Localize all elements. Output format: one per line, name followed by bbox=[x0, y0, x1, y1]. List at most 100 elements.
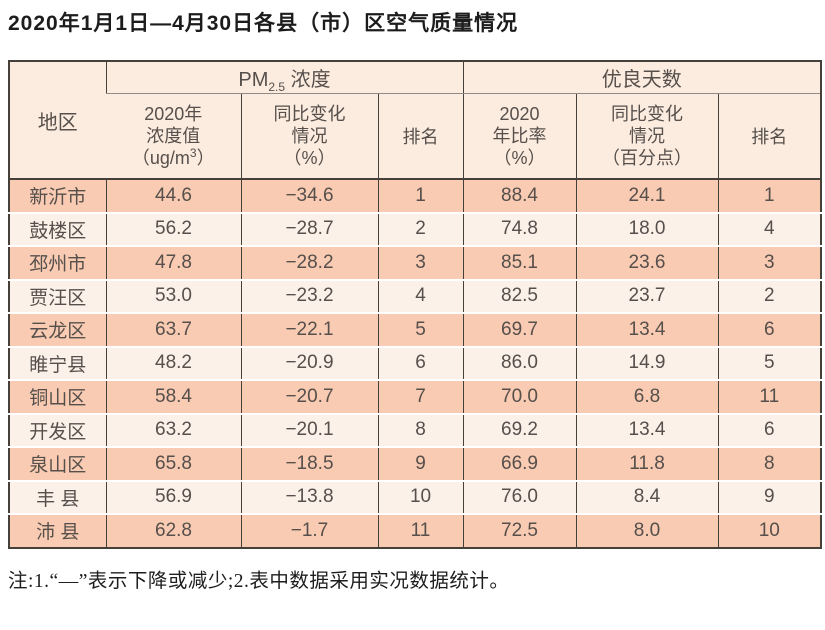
table-row: 开发区 63.2 −20.1 8 69.2 13.4 6 bbox=[9, 412, 822, 447]
cell-pm-value: 56.9 bbox=[105, 479, 241, 514]
cell-pm-value: 62.8 bbox=[105, 513, 241, 548]
cell-gd-ratio: 76.0 bbox=[462, 479, 577, 514]
table-row: 贾汪区 53.0 −23.2 4 82.5 23.7 2 bbox=[9, 278, 822, 313]
cell-region: 丰 县 bbox=[9, 479, 106, 514]
cell-gd-change: 8.4 bbox=[575, 479, 719, 514]
cell-region: 鼓楼区 bbox=[9, 211, 106, 246]
cell-gd-ratio: 86.0 bbox=[462, 345, 577, 380]
cell-gd-ratio: 70.0 bbox=[462, 379, 577, 414]
cell-gd-change: 13.4 bbox=[575, 312, 719, 347]
cell-gd-change: 14.9 bbox=[575, 345, 719, 380]
cell-pm-rank: 8 bbox=[377, 412, 464, 447]
cell-pm-change: −23.2 bbox=[240, 278, 378, 313]
cell-gd-rank: 8 bbox=[717, 446, 822, 481]
cell-pm-change: −28.2 bbox=[240, 245, 378, 280]
header-line: （%） bbox=[493, 147, 546, 168]
cell-pm-rank: 10 bbox=[377, 479, 464, 514]
cell-gd-rank: 2 bbox=[717, 278, 822, 313]
pm25-label-prefix: PM bbox=[238, 68, 269, 91]
cell-pm-value: 44.6 bbox=[105, 179, 241, 213]
table-row: 铜山区 58.4 −20.7 7 70.0 6.8 11 bbox=[9, 379, 822, 414]
cell-pm-change: −20.7 bbox=[240, 379, 378, 414]
cell-pm-rank: 1 bbox=[377, 179, 464, 213]
cell-pm-change: −22.1 bbox=[240, 312, 378, 347]
cell-region: 铜山区 bbox=[9, 379, 106, 414]
cell-gd-rank: 3 bbox=[717, 245, 822, 280]
group-header-row: 地区 PM2.5 浓度 优良天数 bbox=[9, 61, 822, 180]
column-header-pm-change: 同比变化 情况 （%） bbox=[240, 93, 378, 180]
cell-gd-change: 18.0 bbox=[575, 211, 719, 246]
cell-gd-rank: 4 bbox=[717, 211, 822, 246]
unit-suffix: ） bbox=[196, 147, 215, 168]
cell-pm-rank: 3 bbox=[377, 245, 464, 280]
cell-gd-rank: 5 bbox=[717, 345, 822, 380]
cell-pm-change: −20.9 bbox=[240, 345, 378, 380]
unit-superscript: 3 bbox=[189, 145, 197, 160]
header-line: 浓度值 bbox=[146, 125, 201, 146]
cell-pm-value: 58.4 bbox=[105, 379, 241, 414]
cell-gd-rank: 1 bbox=[717, 179, 822, 213]
table-row: 鼓楼区 56.2 −28.7 2 74.8 18.0 4 bbox=[9, 211, 822, 246]
table-body: 新沂市 44.6 −34.6 1 88.4 24.1 1 鼓楼区 56.2 −2… bbox=[9, 179, 822, 548]
cell-gd-ratio: 82.5 bbox=[462, 278, 577, 313]
cell-region: 沛 县 bbox=[9, 513, 106, 548]
table-row: 云龙区 63.7 −22.1 5 69.7 13.4 6 bbox=[9, 312, 822, 347]
column-header-region: 地区 bbox=[9, 61, 106, 180]
header-line: 情况 bbox=[291, 125, 328, 146]
cell-gd-change: 8.0 bbox=[575, 513, 719, 548]
header-line: （ug/m3） bbox=[106, 147, 241, 169]
cell-gd-rank: 11 bbox=[717, 379, 822, 414]
cell-gd-ratio: 69.2 bbox=[462, 412, 577, 447]
cell-gd-rank: 6 bbox=[717, 412, 822, 447]
cell-region: 新沂市 bbox=[9, 179, 106, 213]
cell-region: 贾汪区 bbox=[9, 278, 106, 313]
cell-pm-value: 56.2 bbox=[105, 211, 241, 246]
cell-gd-change: 6.8 bbox=[575, 379, 719, 414]
cell-pm-value: 48.2 bbox=[105, 345, 241, 380]
cell-pm-value: 63.7 bbox=[105, 312, 241, 347]
table-header: 地区 PM2.5 浓度 优良天数 2020年 浓度值 （ug/m3） 同比变化 … bbox=[9, 61, 822, 180]
cell-pm-rank: 9 bbox=[377, 446, 464, 481]
page-title: 2020年1月1日—4月30日各县（市）区空气质量情况 bbox=[8, 12, 519, 35]
cell-pm-rank: 11 bbox=[377, 513, 464, 548]
cell-gd-ratio: 88.4 bbox=[462, 179, 577, 213]
cell-gd-ratio: 66.9 bbox=[462, 446, 577, 481]
column-group-good-days: 优良天数 bbox=[462, 61, 822, 94]
cell-pm-change: −20.1 bbox=[240, 412, 378, 447]
header-line: 2020 bbox=[499, 103, 540, 124]
cell-region: 泉山区 bbox=[9, 446, 106, 481]
column-header-pm-value: 2020年 浓度值 （ug/m3） bbox=[106, 93, 241, 180]
header-line: 年比率 bbox=[492, 125, 547, 146]
cell-region: 邳州市 bbox=[9, 245, 106, 280]
table-row: 沛 县 62.8 −1.7 11 72.5 8.0 10 bbox=[9, 513, 822, 548]
table-row: 丰 县 56.9 −13.8 10 76.0 8.4 9 bbox=[9, 479, 822, 514]
cell-pm-value: 47.8 bbox=[105, 245, 241, 280]
cell-pm-rank: 4 bbox=[377, 278, 464, 313]
cell-pm-rank: 7 bbox=[377, 379, 464, 414]
cell-gd-ratio: 72.5 bbox=[462, 513, 577, 548]
header-line: 同比变化 bbox=[611, 103, 684, 124]
column-group-pm25: PM2.5 浓度 bbox=[105, 61, 464, 94]
air-quality-table: 地区 PM2.5 浓度 优良天数 2020年 浓度值 （ug/m3） 同比变化 … bbox=[8, 60, 823, 549]
header-line: 2020年 bbox=[144, 103, 203, 124]
column-header-gd-change: 同比变化 情况 （百分点） bbox=[575, 93, 719, 180]
cell-pm-value: 53.0 bbox=[105, 278, 241, 313]
cell-gd-rank: 9 bbox=[717, 479, 822, 514]
cell-pm-change: −18.5 bbox=[240, 446, 378, 481]
table-row: 泉山区 65.8 −18.5 9 66.9 11.8 8 bbox=[9, 446, 822, 481]
cell-region: 云龙区 bbox=[9, 312, 106, 347]
cell-gd-rank: 10 bbox=[717, 513, 822, 548]
cell-pm-change: −13.8 bbox=[240, 479, 378, 514]
cell-pm-rank: 5 bbox=[377, 312, 464, 347]
header-line: 情况 bbox=[629, 125, 666, 146]
cell-gd-rank: 6 bbox=[717, 312, 822, 347]
header-line: 同比变化 bbox=[273, 103, 346, 124]
footnote: 注:1.“—”表示下降或减少;2.表中数据采用实况数据统计。 bbox=[8, 570, 510, 592]
cell-gd-ratio: 69.7 bbox=[462, 312, 577, 347]
cell-gd-change: 23.7 bbox=[575, 278, 719, 313]
cell-region: 开发区 bbox=[9, 412, 106, 447]
cell-gd-change: 23.6 bbox=[575, 245, 719, 280]
pm25-subscript: 2.5 bbox=[268, 79, 286, 94]
column-header-pm-rank: 排名 bbox=[377, 93, 464, 180]
unit-prefix: （ug/m bbox=[131, 147, 190, 168]
